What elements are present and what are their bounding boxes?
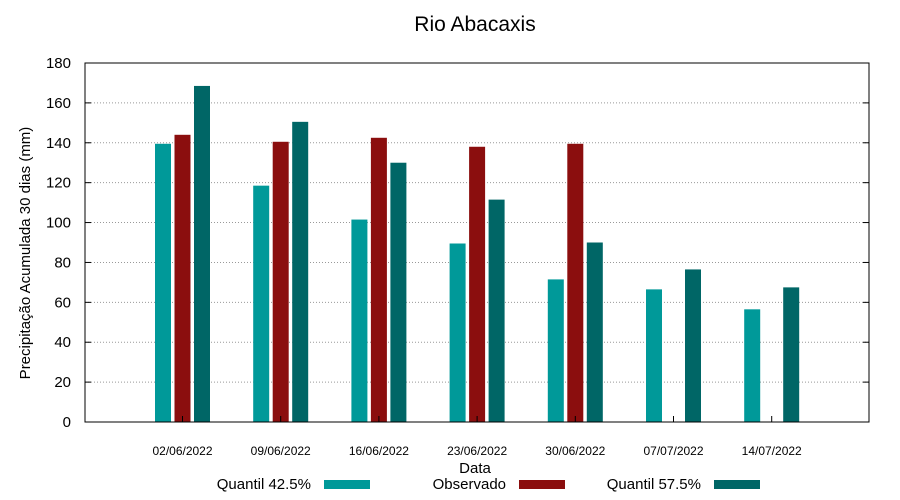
y-tick-label: 60 xyxy=(54,294,71,311)
y-tick-label: 160 xyxy=(46,95,71,112)
bar-quantil-42-5 xyxy=(646,289,662,422)
y-tick-label: 40 xyxy=(54,334,71,351)
bar-quantil-57-5 xyxy=(685,269,701,422)
x-tick-label: 09/06/2022 xyxy=(251,444,311,458)
bar-quantil-57-5 xyxy=(488,199,505,422)
bar-observado xyxy=(469,146,486,422)
bar-quantil-57-5 xyxy=(292,121,309,422)
y-axis-ticks: 0 20 40 60 80 100 120 140 160 180 xyxy=(46,55,869,431)
bar-quantil-42-5 xyxy=(449,243,466,422)
bars xyxy=(155,85,800,423)
y-tick-label: 120 xyxy=(46,175,71,192)
x-axis-label: Data xyxy=(459,460,491,477)
bar-quantil-57-5 xyxy=(390,162,407,422)
legend-label: Quantil 42.5% xyxy=(217,476,311,493)
legend-swatch xyxy=(519,480,565,489)
x-axis-ticks: 02/06/2022 09/06/2022 16/06/2022 23/06/2022… xyxy=(152,416,802,458)
legend-label: Quantil 57.5% xyxy=(607,476,701,493)
x-tick-label: 02/06/2022 xyxy=(152,444,212,458)
y-tick-label: 80 xyxy=(54,254,71,271)
y-tick-label: 180 xyxy=(46,55,71,72)
x-tick-label: 23/06/2022 xyxy=(447,444,507,458)
bar-quantil-42-5 xyxy=(744,309,761,422)
x-tick-label: 07/07/2022 xyxy=(643,444,703,458)
y-tick-label: 140 xyxy=(46,135,71,152)
bar-quantil-42-5 xyxy=(155,143,171,422)
x-tick-label: 14/07/2022 xyxy=(742,444,802,458)
x-tick-label: 30/06/2022 xyxy=(545,444,605,458)
bar-observado xyxy=(567,143,584,422)
bar-quantil-42-5 xyxy=(547,279,564,422)
y-tick-label: 0 xyxy=(63,414,71,431)
bar-observado xyxy=(272,141,289,422)
legend-swatch xyxy=(714,480,760,489)
legend-label: Observado xyxy=(433,476,506,493)
y-tick-label: 20 xyxy=(54,374,71,391)
bar-quantil-57-5 xyxy=(783,287,800,422)
bar-quantil-42-5 xyxy=(351,219,368,422)
bar-quantil-57-5 xyxy=(194,85,210,423)
legend-swatch xyxy=(324,480,370,489)
bar-quantil-42-5 xyxy=(253,185,270,422)
chart-title: Rio Abacaxis xyxy=(414,13,535,36)
bar-quantil-57-5 xyxy=(586,242,603,422)
bar-observado xyxy=(370,137,387,422)
x-tick-label: 16/06/2022 xyxy=(349,444,409,458)
legend: Quantil 42.5% Observado Quantil 57.5% xyxy=(217,476,760,493)
bar-observado xyxy=(174,134,191,423)
y-axis-label: Precipitação Acumulada 30 dias (mm) xyxy=(17,127,34,380)
y-tick-label: 100 xyxy=(46,215,71,232)
